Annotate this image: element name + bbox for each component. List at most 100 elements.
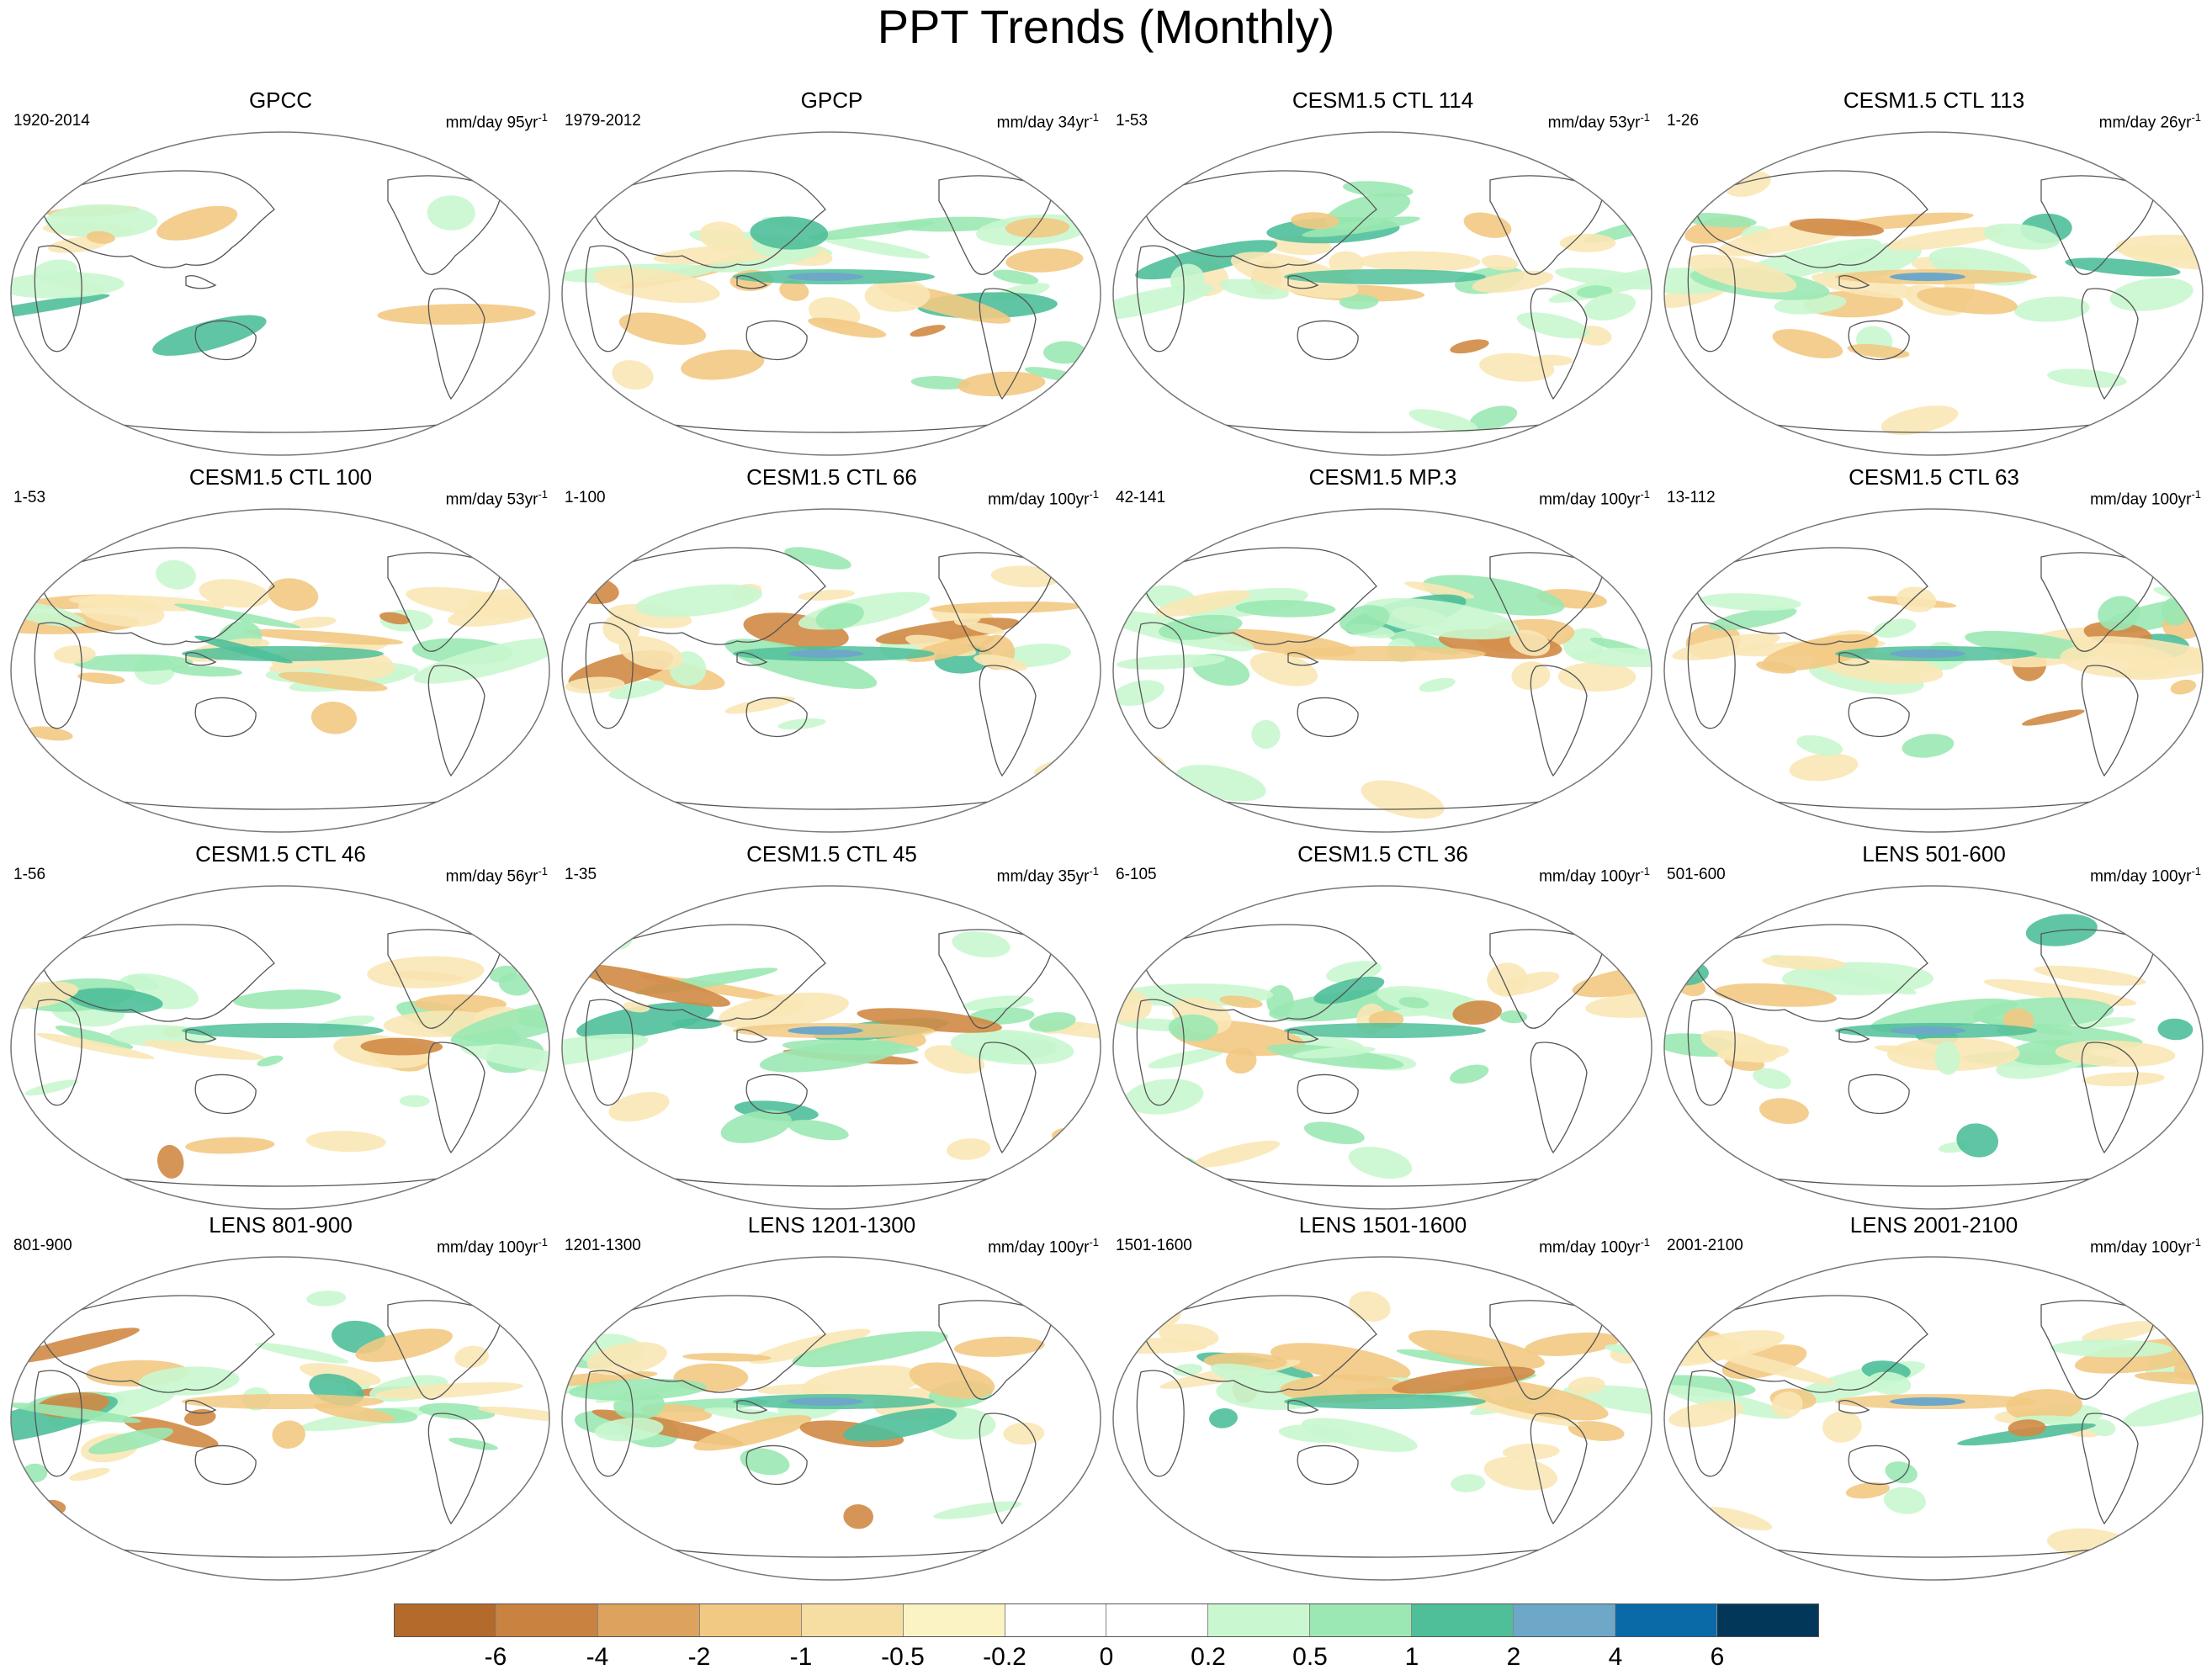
dry-trend-patch [2134,1371,2203,1386]
dry-trend-patch [801,1365,923,1401]
dry-trend-patch [608,1092,670,1122]
panel-period: 1-53 [13,489,46,506]
wet-trend-patch [2098,596,2140,631]
map-border [1112,885,1652,1210]
dry-trend-patch [566,576,619,605]
dry-trend-patch [1249,652,1318,686]
wet-trend-patch [910,376,971,390]
wet-trend-patch [448,1437,498,1450]
dry-trend-patch [1138,755,1167,782]
map-border [10,885,550,1210]
coastline [585,1370,634,1477]
wet-trend-patch [1709,607,1797,631]
dry-trend-patch [586,1342,667,1376]
wet-trend-patch [88,1428,173,1455]
wet-trend-patch [2047,368,2127,388]
dry-trend-patch [2082,1072,2165,1087]
coastline [979,1042,1037,1154]
wet-trend-patch [576,1002,714,1040]
world-map [561,508,1101,833]
dry-trend-patch [379,612,411,625]
dry-trend-patch [682,1353,772,1362]
coastline [88,796,473,810]
coastline [1687,999,1736,1106]
coastline [938,175,1053,275]
panel-period: 2001-2100 [1667,1237,1743,1254]
dry-trend-patch [289,616,337,629]
panel-title: LENS 1501-1600 [1298,1212,1467,1238]
dry-trend-patch [11,1328,140,1365]
dry-trend-patch [1003,1422,1045,1445]
coastline [185,275,217,289]
world-map [561,1256,1101,1581]
map-panel: CESM1.5 CTL 100 1-53 mm/day 53yr-1 [5,464,556,843]
panel-title: LENS 2001-2100 [1849,1212,2018,1238]
dry-trend-patch [1496,972,1560,996]
coastline [1582,1282,1618,1310]
panel-units-text: mm/day 56yr [445,867,538,886]
dry-trend-patch [300,1363,381,1386]
coastline [938,1300,1053,1400]
panel-units-exponent: -1 [2191,1236,2201,1248]
colorbar-tick-label: 6 [1710,1643,1725,1671]
map-border [10,508,550,833]
coastline [387,1300,502,1400]
panel-units: mm/day 53yr-1 [446,485,548,510]
dry-trend-patch [86,231,115,244]
wet-trend-patch [1113,680,1164,707]
wet-trend-patch [792,1331,948,1368]
dry-trend-patch [612,360,654,390]
wet-trend-patch [635,584,763,618]
wet-trend-patch [963,995,1034,1011]
map-border [1112,131,1652,456]
panel-units-exponent: -1 [538,488,548,501]
panel-title: LENS 1201-1300 [747,1212,916,1238]
coastline [938,929,1053,1029]
panel-units: mm/day 53yr-1 [1548,108,1650,133]
dry-trend-patch [1291,212,1339,230]
panel-units-text: mm/day 100yr [1539,1238,1641,1257]
colorbar-tick-label: -2 [687,1643,711,1671]
coastline [745,697,808,737]
panel-units-exponent: -1 [538,865,548,877]
precip-trend-field [1113,911,1652,1192]
wet-trend-patch [568,1378,708,1401]
world-map [10,1256,550,1581]
dry-trend-patch [748,1328,871,1365]
coastline [1297,1073,1359,1114]
dry-trend-patch [185,1137,275,1154]
wet-trend-patch [2088,1418,2116,1437]
colorbar-tick-label: 0.5 [1292,1643,1328,1671]
coastline [979,665,1037,777]
coastline [1140,170,1377,268]
dry-trend-patch [1880,405,1959,435]
coastline [1838,275,1870,289]
dry-trend-patch [1329,251,1364,275]
coastline [1848,697,1910,737]
panel-units-text: mm/day 100yr [1539,490,1641,509]
dry-trend-patch [1705,1507,1773,1531]
dry-trend-patch [1033,757,1090,778]
panel-period: 801-900 [13,1237,72,1254]
wet-trend-patch [413,638,549,684]
wet-trend-patch [11,1402,141,1423]
coastline [1136,1370,1185,1477]
dry-trend-patch [1670,1330,1785,1362]
coastline [2133,911,2169,939]
panel-units: mm/day 26yr-1 [2099,108,2201,133]
panel-units-exponent: -1 [538,111,548,124]
dry-trend-patch [965,622,1005,635]
dry-trend-patch [843,1504,873,1529]
wet-trend-patch [1362,597,1519,640]
dry-trend-patch [1567,1376,1605,1395]
wet-trend-patch [815,603,864,630]
wet-trend-patch [418,1402,496,1420]
coastline [1848,1444,1910,1485]
coastline [2133,1282,2169,1310]
panel-units-text: mm/day 100yr [2090,490,2192,509]
wet-trend-patch [33,259,77,282]
coastline [2133,157,2169,185]
wet-trend-patch [1934,1041,1960,1075]
dry-trend-patch [601,1160,643,1176]
wet-trend-patch [1170,263,1205,296]
